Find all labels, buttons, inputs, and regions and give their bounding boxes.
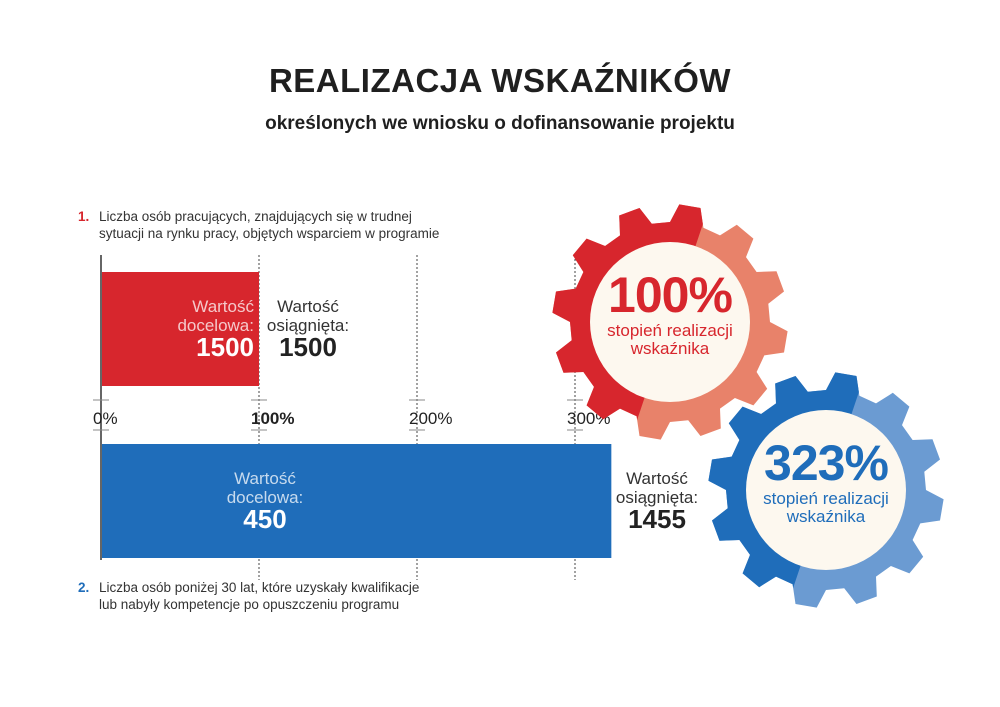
bar-1-target-value: 1500: [196, 332, 254, 362]
gauge-red-percent: 100%: [608, 267, 733, 323]
indicator-1-line1: Liczba osób pracujących, znajdujących si…: [99, 209, 412, 224]
tick-labels: 0% 100% 200% 300%: [93, 399, 610, 431]
tick-label-200: 200%: [409, 409, 452, 428]
gridlines: [100, 255, 576, 580]
indicator-1-number: 1.: [78, 209, 90, 224]
bar-2-achieved-label-1: Wartość: [626, 469, 688, 488]
indicator-2-line2: lub nabyły kompetencje po opuszczeniu pr…: [99, 597, 400, 612]
gauge-blue-label-line1: stopień realizacji: [763, 489, 889, 508]
bar-2-achieved-label-2: osiągnięta:: [616, 488, 698, 507]
indicator-2-line1: Liczba osób poniżej 30 lat, które uzyska…: [99, 580, 420, 595]
indicator-1-text: Liczba osób pracujących, znajdujących si…: [99, 208, 519, 242]
gauge-blue-percent: 323%: [764, 435, 889, 491]
indicator-2-number: 2.: [78, 580, 90, 595]
bar-1-achieved-label-1: Wartość: [277, 297, 339, 316]
bar-1-achieved-value: 1500: [279, 332, 337, 362]
bar-2-achieved-value: 1455: [628, 504, 686, 534]
page-title: REALIZACJA WSKAŹNIKÓW: [268, 62, 732, 99]
gear-blue-center: [746, 410, 906, 570]
gauge-blue-text: 323% stopień realizacji wskaźnika: [736, 436, 916, 526]
bar-1-target-label-1: Wartość: [192, 297, 254, 316]
gauge-red-text: 100% stopień realizacji wskaźnika: [580, 268, 760, 358]
page-subtitle: określonych we wniosku o dofinansowanie …: [265, 113, 735, 134]
bars: Wartośćdocelowa:1500Wartośćosiągnięta:15…: [102, 272, 698, 558]
gear-red-center: [590, 242, 750, 402]
indicator-1-line2: sytuacji na rynku pracy, objętych wsparc…: [99, 226, 440, 241]
bar-1-achieved-label-2: osiągnięta:: [267, 316, 349, 335]
bar-2-target-label-1: Wartość: [234, 469, 296, 488]
bar-2: [102, 444, 612, 558]
gauge-red-label-line1: stopień realizacji: [607, 321, 733, 340]
bar-2-target-label-2: docelowa:: [227, 488, 304, 507]
indicator-2-text: Liczba osób poniżej 30 lat, które uzyska…: [99, 579, 519, 613]
tick-label-100: 100%: [251, 409, 294, 428]
gauge-red-label-line2: wskaźnika: [630, 339, 710, 358]
tick-label-0: 0%: [93, 409, 118, 428]
gauge-blue-label-line2: wskaźnika: [786, 507, 866, 526]
bar-2-target-value: 450: [243, 504, 286, 534]
bar-1: [102, 272, 259, 386]
bar-1-target-label-2: docelowa:: [177, 316, 254, 335]
